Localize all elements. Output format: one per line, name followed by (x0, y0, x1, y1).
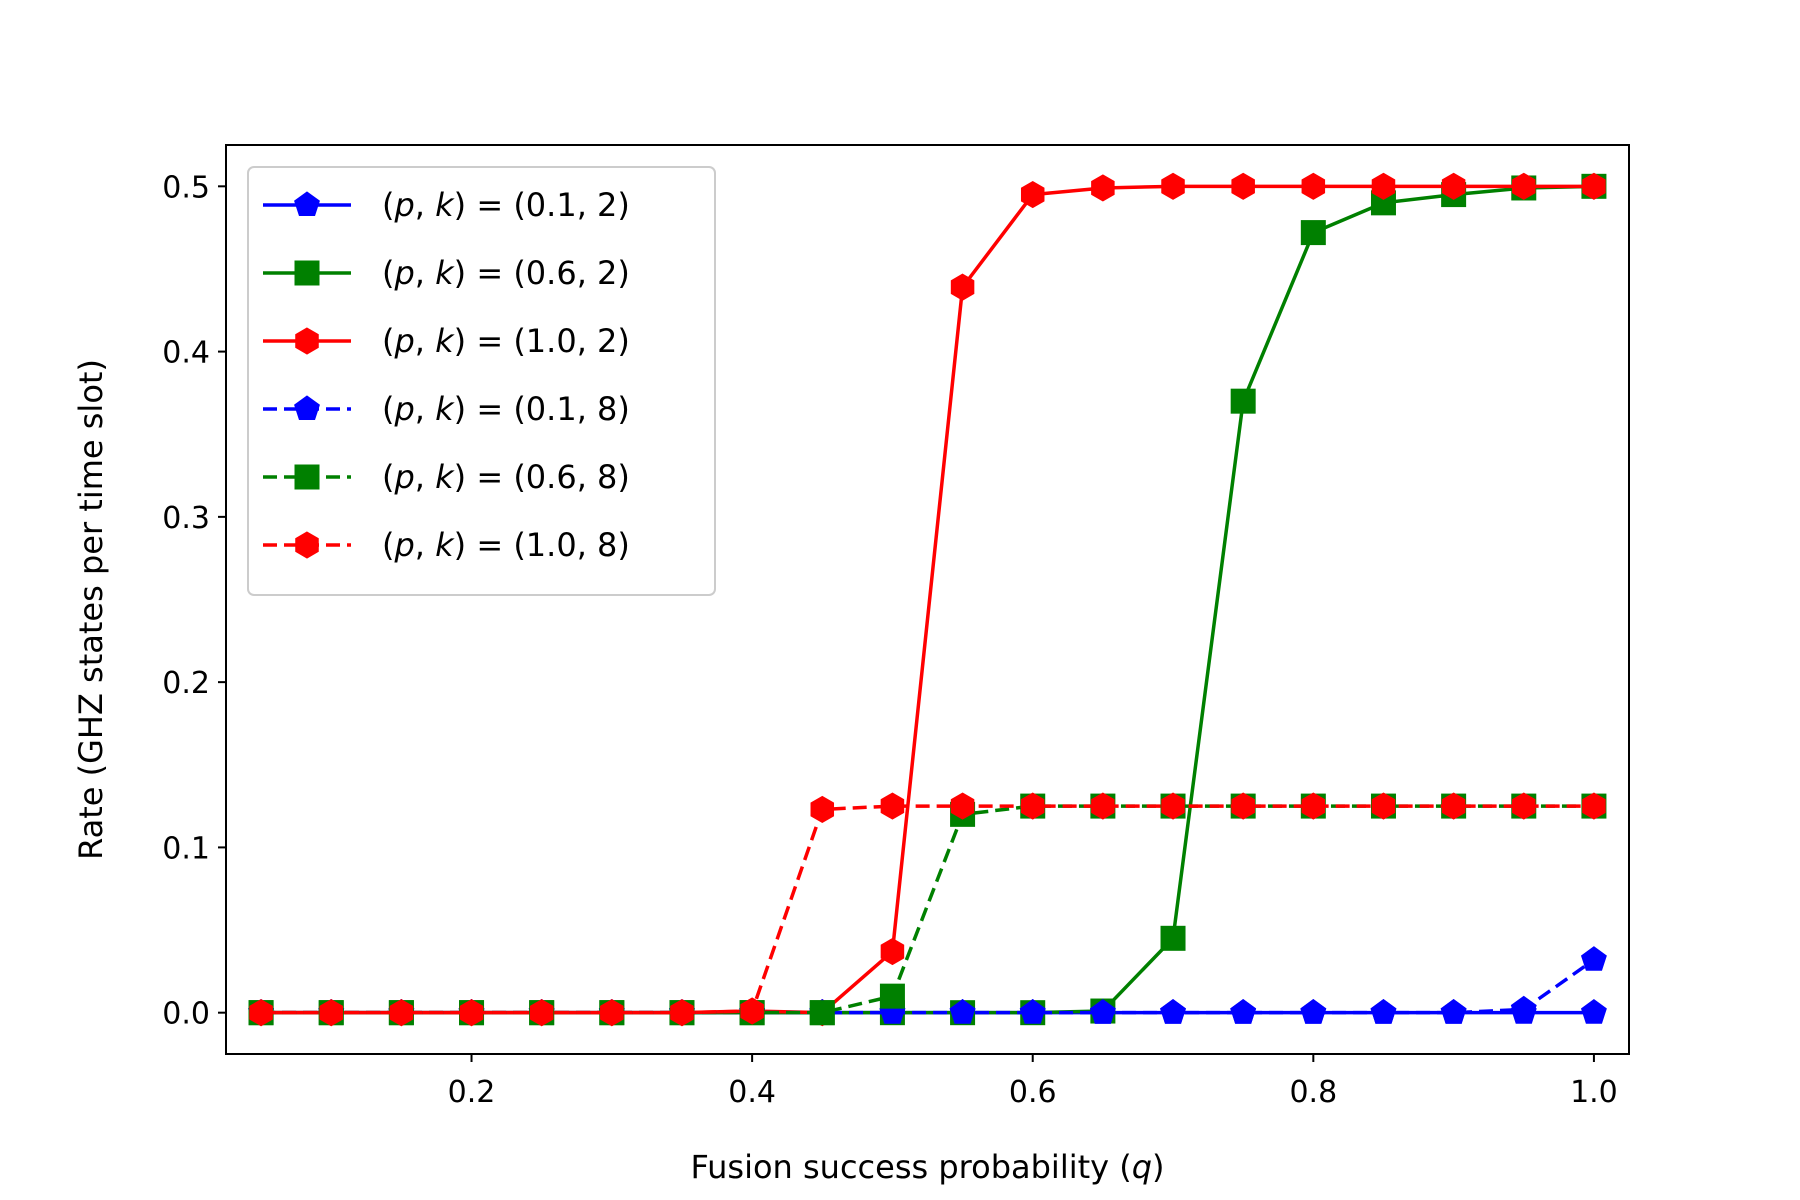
data-point (1441, 172, 1466, 200)
y-tick-label: 0.3 (162, 501, 210, 536)
y-tick-label: 0.1 (162, 831, 210, 866)
y-tick-label: 0.2 (162, 666, 210, 701)
data-point (1230, 999, 1257, 1024)
y-axis: 0.0 0.1 0.2 0.3 0.4 0.5 (162, 170, 226, 1032)
data-point (529, 999, 554, 1027)
data-point (1440, 999, 1467, 1024)
y-tick-label: 0.4 (162, 336, 210, 371)
data-point (1230, 388, 1256, 414)
data-point (949, 999, 976, 1024)
data-point (810, 795, 835, 823)
data-point (1512, 792, 1536, 820)
legend-box (247, 166, 716, 596)
legend-item: (p, k) = (1.0, 2) (263, 322, 630, 360)
data-point (1441, 792, 1466, 820)
legend-label: (p, k) = (0.1, 8) (382, 390, 630, 428)
data-point (1582, 172, 1606, 200)
legend-marker (294, 260, 320, 286)
y-tick-label: 0.0 (162, 997, 210, 1032)
x-axis-title: Fusion success probability (q) (690, 1148, 1164, 1186)
data-point (1019, 999, 1046, 1024)
data-point (1020, 792, 1045, 820)
legend-marker (295, 531, 319, 559)
data-point (459, 999, 484, 1027)
data-point (950, 273, 975, 301)
data-point (1582, 792, 1606, 820)
legend-marker (294, 395, 320, 421)
data-point (1371, 172, 1396, 200)
data-point (1301, 172, 1326, 200)
legend-label: (p, k) = (1.0, 2) (382, 322, 630, 360)
legend-item: (p, k) = (0.6, 2) (263, 254, 630, 292)
x-tick-label: 0.2 (448, 1075, 496, 1110)
data-point (670, 999, 694, 1027)
x-tick-label: 0.6 (1009, 1075, 1057, 1110)
series-6 (249, 792, 1606, 1027)
data-point (1301, 792, 1326, 820)
data-point (880, 792, 905, 820)
data-point (1510, 995, 1537, 1021)
data-point (1231, 172, 1255, 200)
data-point (740, 997, 764, 1025)
x-tick-label: 0.4 (728, 1075, 776, 1110)
data-point (1161, 792, 1185, 820)
legend-marker (294, 191, 320, 217)
legend-label: (p, k) = (1.0, 8) (382, 526, 630, 564)
legend-item: (p, k) = (0.1, 8) (263, 390, 630, 428)
data-point (389, 999, 414, 1027)
x-tick-label: 1.0 (1570, 1075, 1618, 1110)
x-axis: 0.2 0.4 0.6 0.8 1.0 (448, 1054, 1618, 1110)
data-point (1160, 925, 1186, 951)
legend-item: (p, k) = (0.6, 8) (263, 458, 630, 496)
legend-label: (p, k) = (0.6, 8) (382, 458, 630, 496)
data-point (319, 999, 343, 1027)
legend-item: (p, k) = (0.1, 2) (263, 186, 630, 224)
legend-label: (p, k) = (0.1, 2) (382, 186, 630, 224)
y-axis-title: Rate (GHZ states per time slot) (72, 359, 110, 860)
data-point (1370, 999, 1397, 1024)
data-point (600, 999, 624, 1027)
data-point (1231, 792, 1255, 820)
data-point (1089, 999, 1116, 1024)
data-point (1020, 181, 1045, 209)
data-point (249, 999, 273, 1027)
data-point (1300, 220, 1326, 246)
data-point (1091, 174, 1115, 202)
data-point (880, 937, 905, 966)
legend: (p, k) = (0.1, 2) (p, k) = (0.6, 2) (p, k)… (247, 166, 716, 596)
legend-marker (295, 327, 319, 355)
y-tick-label: 0.5 (162, 170, 210, 205)
legend-label: (p, k) = (0.6, 2) (382, 254, 630, 292)
data-point (950, 792, 975, 820)
data-point (1300, 999, 1327, 1024)
data-point (1580, 946, 1607, 971)
plot-frame (225, 144, 1630, 1055)
x-tick-label: 0.8 (1289, 1075, 1337, 1110)
legend-item: (p, k) = (1.0, 8) (263, 526, 630, 564)
data-point (879, 983, 905, 1009)
data-point (1160, 999, 1186, 1024)
data-point (1580, 999, 1607, 1024)
data-point (1091, 792, 1115, 820)
series-layer (248, 172, 1607, 1027)
data-point (1371, 792, 1396, 820)
legend-marker (294, 464, 320, 490)
data-point (809, 1000, 835, 1026)
data-point (1161, 172, 1185, 200)
data-point (1512, 172, 1536, 200)
